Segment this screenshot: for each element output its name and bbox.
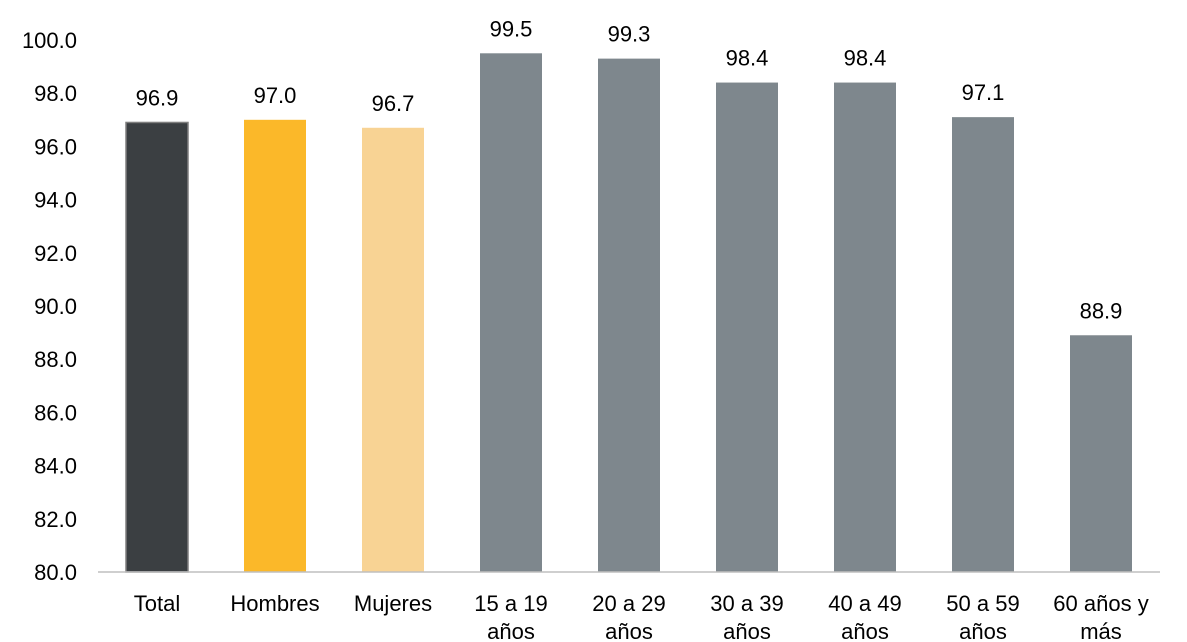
y-tick-label: 82.0 [34, 507, 77, 532]
data-label: 99.5 [490, 16, 533, 41]
x-tick-label: 60 años y [1053, 591, 1148, 616]
y-tick-label: 88.0 [34, 347, 77, 372]
y-tick-label: 96.0 [34, 134, 77, 159]
x-tick-label: años [723, 619, 771, 642]
x-tick-label: 15 a 19 [474, 591, 547, 616]
y-tick-label: 90.0 [34, 294, 77, 319]
x-tick-label: 30 a 39 [710, 591, 783, 616]
x-tick-label: Hombres [230, 591, 319, 616]
bar [716, 82, 778, 572]
bar [362, 127, 424, 572]
data-label: 99.3 [608, 22, 651, 47]
bar [952, 117, 1014, 572]
bar [834, 82, 896, 572]
y-tick-label: 84.0 [34, 454, 77, 479]
x-tick-label: años [487, 619, 535, 642]
data-label: 98.4 [844, 46, 887, 71]
y-axis: 80.0 82.0 84.0 86.0 88.0 90.0 92.0 94.0 96.0 98.0… [22, 28, 77, 585]
x-tick-label: Mujeres [354, 591, 432, 616]
value-labels: 96.9 97.0 96.7 99.5 99.3 98.4 98.4 97.1 88.9 [136, 16, 1123, 323]
y-tick-label: 94.0 [34, 188, 77, 213]
data-label: 97.0 [254, 83, 297, 108]
x-tick-label: 40 a 49 [828, 591, 901, 616]
x-tick-label: Total [134, 591, 180, 616]
bars [125, 53, 1132, 573]
bar [244, 119, 306, 573]
x-tick-label: más [1080, 619, 1122, 642]
y-tick-label: 100.0 [22, 28, 77, 53]
y-tick-label: 98.0 [34, 81, 77, 106]
bar [480, 53, 542, 573]
x-tick-label: años [605, 619, 653, 642]
x-axis: Total Hombres Mujeres 15 a 19 años 20 a 29 año… [134, 591, 1149, 642]
data-label: 97.1 [962, 80, 1005, 105]
x-tick-label: 50 a 59 [946, 591, 1019, 616]
bar [125, 121, 189, 573]
x-tick-label: 20 a 29 [592, 591, 665, 616]
data-label: 98.4 [726, 46, 769, 71]
x-tick-label: años [959, 619, 1007, 642]
y-tick-label: 80.0 [34, 560, 77, 585]
data-label: 96.7 [372, 91, 415, 116]
y-tick-label: 86.0 [34, 400, 77, 425]
bar [598, 58, 660, 573]
x-tick-label: años [841, 619, 889, 642]
bar [1070, 335, 1132, 572]
data-label: 88.9 [1080, 298, 1123, 323]
data-label: 96.9 [136, 85, 179, 110]
y-tick-label: 92.0 [34, 241, 77, 266]
